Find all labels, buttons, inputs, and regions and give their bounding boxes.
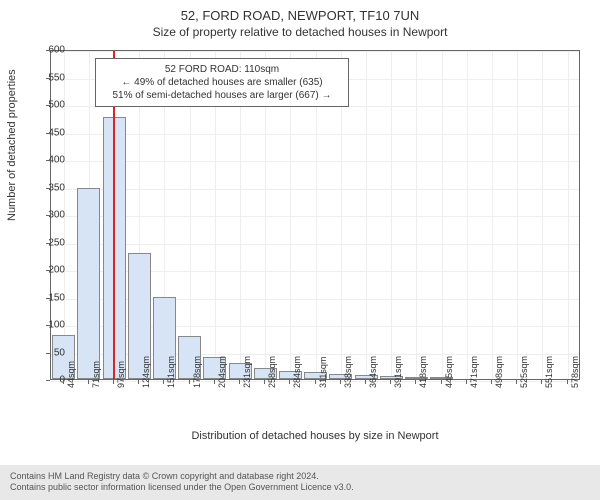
annotation-line2: ← 49% of detached houses are smaller (63… bbox=[104, 76, 340, 89]
xtick-label: 578sqm bbox=[570, 356, 580, 388]
xtick-label: 204sqm bbox=[217, 356, 227, 388]
xtick-mark bbox=[415, 380, 416, 384]
xtick-mark bbox=[214, 380, 215, 384]
xtick-label: 418sqm bbox=[418, 356, 428, 388]
xtick-label: 445sqm bbox=[444, 356, 454, 388]
ytick-mark bbox=[46, 298, 50, 299]
ytick-label: 100 bbox=[48, 320, 65, 331]
xtick-label: 124sqm bbox=[141, 356, 151, 388]
xtick-label: 44sqm bbox=[66, 361, 76, 388]
xtick-label: 338sqm bbox=[343, 356, 353, 388]
xtick-mark bbox=[289, 380, 290, 384]
xtick-mark bbox=[491, 380, 492, 384]
ytick-mark bbox=[46, 133, 50, 134]
ytick-label: 500 bbox=[48, 100, 65, 111]
ytick-label: 300 bbox=[48, 210, 65, 221]
ytick-label: 600 bbox=[48, 45, 65, 56]
footer: Contains HM Land Registry data © Crown c… bbox=[0, 465, 600, 500]
ytick-mark bbox=[46, 270, 50, 271]
xtick-mark bbox=[88, 380, 89, 384]
ytick-mark bbox=[46, 188, 50, 189]
footer-line2: Contains public sector information licen… bbox=[10, 482, 590, 494]
ytick-label: 450 bbox=[48, 127, 65, 138]
ytick-label: 550 bbox=[48, 72, 65, 83]
xtick-mark bbox=[315, 380, 316, 384]
ytick-label: 150 bbox=[48, 292, 65, 303]
gridline-v bbox=[517, 51, 518, 379]
xtick-mark bbox=[138, 380, 139, 384]
xtick-label: 525sqm bbox=[519, 356, 529, 388]
annotation-box: 52 FORD ROAD: 110sqm ← 49% of detached h… bbox=[95, 58, 349, 107]
annotation-line1: 52 FORD ROAD: 110sqm bbox=[104, 63, 340, 76]
xtick-label: 231sqm bbox=[242, 356, 252, 388]
ytick-mark bbox=[46, 160, 50, 161]
histogram-bar bbox=[77, 188, 100, 379]
title-main: 52, FORD ROAD, NEWPORT, TF10 7UN bbox=[0, 0, 600, 23]
xtick-mark bbox=[365, 380, 366, 384]
xtick-label: 311sqm bbox=[318, 357, 328, 388]
ytick-mark bbox=[46, 353, 50, 354]
y-axis-label: Number of detached properties bbox=[6, 69, 18, 221]
plot-area: 52 FORD ROAD: 110sqm ← 49% of detached h… bbox=[50, 50, 580, 380]
ytick-label: 250 bbox=[48, 237, 65, 248]
ytick-mark bbox=[46, 380, 50, 381]
xtick-label: 284sqm bbox=[292, 356, 302, 388]
gridline-v bbox=[492, 51, 493, 379]
xtick-mark bbox=[163, 380, 164, 384]
title-sub: Size of property relative to detached ho… bbox=[0, 23, 600, 39]
xtick-mark bbox=[541, 380, 542, 384]
annotation-line3: 51% of semi-detached houses are larger (… bbox=[104, 89, 340, 102]
xtick-mark bbox=[63, 380, 64, 384]
xtick-mark bbox=[264, 380, 265, 384]
xtick-mark bbox=[239, 380, 240, 384]
xtick-mark bbox=[113, 380, 114, 384]
xtick-label: 364sqm bbox=[368, 356, 378, 388]
ytick-mark bbox=[46, 215, 50, 216]
xtick-label: 391sqm bbox=[393, 356, 403, 388]
xtick-label: 551sqm bbox=[544, 356, 554, 388]
ytick-mark bbox=[46, 325, 50, 326]
ytick-mark bbox=[46, 78, 50, 79]
xtick-label: 151sqm bbox=[166, 356, 176, 388]
gridline-v bbox=[366, 51, 367, 379]
footer-line1: Contains HM Land Registry data © Crown c… bbox=[10, 471, 590, 483]
xtick-mark bbox=[189, 380, 190, 384]
xtick-mark bbox=[441, 380, 442, 384]
xtick-mark bbox=[390, 380, 391, 384]
xtick-mark bbox=[567, 380, 568, 384]
ytick-mark bbox=[46, 50, 50, 51]
ytick-label: 400 bbox=[48, 155, 65, 166]
gridline-v bbox=[416, 51, 417, 379]
xtick-mark bbox=[516, 380, 517, 384]
ytick-label: 200 bbox=[48, 265, 65, 276]
gridline-v bbox=[391, 51, 392, 379]
gridline-v bbox=[467, 51, 468, 379]
ytick-mark bbox=[46, 243, 50, 244]
xtick-label: 97sqm bbox=[116, 361, 126, 388]
xtick-label: 178sqm bbox=[192, 356, 202, 388]
x-axis-label: Distribution of detached houses by size … bbox=[50, 430, 580, 442]
ytick-label: 50 bbox=[54, 347, 65, 358]
gridline-v bbox=[568, 51, 569, 379]
ytick-label: 350 bbox=[48, 182, 65, 193]
xtick-label: 498sqm bbox=[494, 356, 504, 388]
xtick-label: 71sqm bbox=[91, 361, 101, 388]
xtick-mark bbox=[466, 380, 467, 384]
ytick-mark bbox=[46, 105, 50, 106]
gridline-v bbox=[442, 51, 443, 379]
gridline-v bbox=[542, 51, 543, 379]
xtick-label: 471sqm bbox=[469, 356, 479, 388]
xtick-mark bbox=[340, 380, 341, 384]
chart-container: 52, FORD ROAD, NEWPORT, TF10 7UN Size of… bbox=[0, 0, 600, 500]
xtick-label: 258sqm bbox=[267, 356, 277, 388]
